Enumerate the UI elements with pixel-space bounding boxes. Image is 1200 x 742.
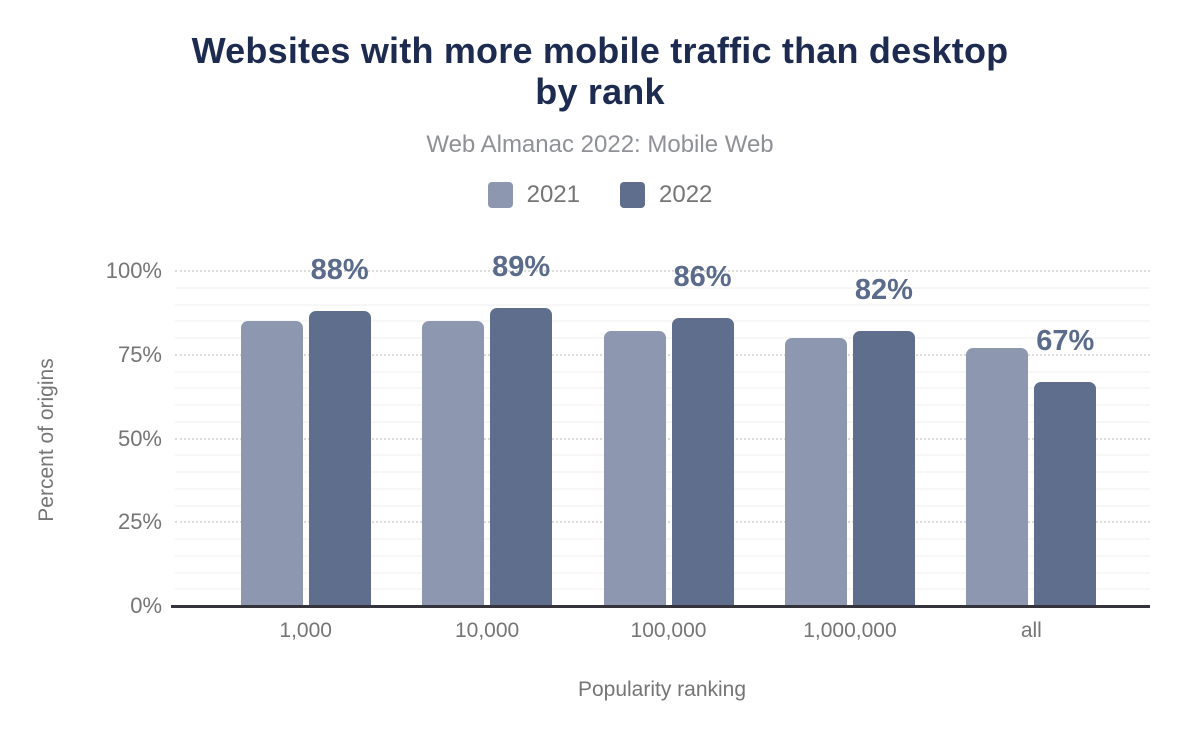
chart-subtitle: Web Almanac 2022: Mobile Web [426, 131, 774, 158]
chart-title: Websites with more mobile traffic than d… [191, 30, 1009, 112]
gridline-minor [175, 286, 1150, 289]
legend-swatch-2022 [620, 182, 645, 208]
category-group-1,000,000: 82% 1,000,000 [759, 271, 940, 642]
bar-2021-all [966, 348, 1029, 606]
legend-swatch-2021 [487, 182, 513, 208]
x-axis-line [171, 605, 1150, 608]
legend-item-2022: 2022 [620, 181, 712, 209]
data-label-1,000,000: 82% [854, 274, 913, 307]
legend-label-2022: 2022 [659, 181, 713, 208]
category-group-100,000: 86% 100,000 [578, 262, 759, 642]
bar-2021-10,000 [422, 321, 485, 606]
y-tick-label: 100% [105, 258, 162, 283]
chart-legend: 2021 2022 [0, 181, 1200, 209]
y-tick-label: 0% [130, 593, 162, 618]
x-tick-label-all: all [1020, 619, 1042, 642]
category-group-10,000: 89% 10,000 [396, 252, 577, 642]
gridline-major [175, 270, 1150, 272]
data-label-10,000: 89% [492, 250, 551, 283]
bar-2022-1,000,000 [852, 331, 915, 606]
x-tick-label-100,000: 100,000 [630, 619, 707, 642]
bar-2022-10,000 [490, 307, 553, 606]
bar-2022-100,000 [671, 317, 734, 606]
bands-container: 88% 1,000 89% 10,000 86% 100,000 82% 1,000,000 6… [215, 252, 1122, 642]
bar-2021-1,000,000 [784, 338, 847, 606]
x-tick-label-1,000: 1,000 [279, 619, 332, 642]
plot-area: 0% 25% 50% 75% 100% 88% 1,000 89% 10,000 86% 100,0… [106, 252, 1150, 642]
category-group-all: 67% all [941, 271, 1122, 642]
data-label-all: 67% [1036, 324, 1095, 357]
x-tick-label-10,000: 10,000 [454, 619, 520, 642]
x-axis-title: Popularity ranking [577, 678, 747, 701]
y-tick-label: 50% [117, 425, 162, 451]
legend-item-2021: 2021 [487, 181, 580, 209]
data-label-100,000: 86% [673, 260, 732, 293]
data-label-1,000: 88% [310, 254, 369, 287]
gridline-minor [175, 320, 1150, 323]
gridline-minor [175, 303, 1150, 306]
y-axis-title: Percent of origins [35, 358, 58, 522]
y-tick-label: 25% [117, 509, 162, 535]
bar-2021-1,000 [240, 321, 303, 606]
x-tick-label-1,000,000: 1,000,000 [803, 619, 897, 642]
y-tick-label: 75% [117, 341, 162, 367]
legend-label-2021: 2021 [526, 181, 580, 208]
bar-2022-1,000 [308, 311, 371, 606]
bar-2022-all [1034, 381, 1097, 606]
category-group-1,000: 88% 1,000 [215, 256, 396, 642]
bar-2021-100,000 [603, 331, 666, 606]
